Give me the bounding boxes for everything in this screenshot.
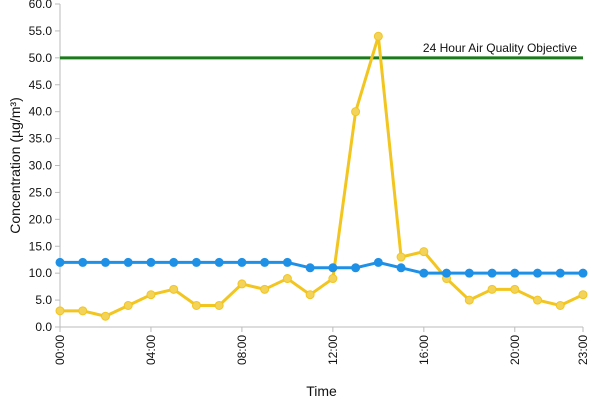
data-point xyxy=(396,252,406,262)
data-point xyxy=(555,268,565,278)
data-point xyxy=(146,290,156,300)
data-point xyxy=(373,257,383,267)
data-point xyxy=(78,257,88,267)
y-tick-label: 60.0 xyxy=(29,0,53,11)
data-point xyxy=(487,284,497,294)
series-1 xyxy=(55,31,588,321)
data-point xyxy=(123,257,133,267)
data-point xyxy=(214,300,224,310)
series-2 xyxy=(55,257,588,278)
y-tick-label: 25.0 xyxy=(29,185,53,199)
y-axis-title: Concentration (µg/m³) xyxy=(7,97,23,233)
y-tick-label: 40.0 xyxy=(29,105,53,119)
data-point xyxy=(464,268,474,278)
data-point xyxy=(191,257,201,267)
data-point xyxy=(169,284,179,294)
data-point xyxy=(55,306,65,316)
data-point xyxy=(487,268,497,278)
data-point xyxy=(533,268,543,278)
data-point xyxy=(351,107,361,117)
data-point xyxy=(578,268,588,278)
data-point xyxy=(78,306,88,316)
x-tick-label: 08:00 xyxy=(235,335,249,365)
data-point xyxy=(305,290,315,300)
data-point xyxy=(237,257,247,267)
data-point xyxy=(351,263,361,273)
x-tick-label: 20:00 xyxy=(508,335,522,365)
y-axis-ticks: 0.0 5.0 10.0 15.0 20.0 25.0 30.0 35.0 40.0 45.0 50… xyxy=(29,0,60,334)
data-point xyxy=(237,279,247,289)
data-point xyxy=(555,300,565,310)
data-point xyxy=(510,284,520,294)
data-point xyxy=(510,268,520,278)
data-point xyxy=(305,263,315,273)
data-point xyxy=(328,263,338,273)
data-point xyxy=(146,257,156,267)
x-tick-label: 23:00 xyxy=(576,335,590,365)
y-tick-label: 50.0 xyxy=(29,51,53,65)
data-point xyxy=(373,31,383,41)
data-point xyxy=(419,268,429,278)
y-tick-label: 55.0 xyxy=(29,24,53,38)
data-point xyxy=(419,247,429,257)
data-point xyxy=(396,263,406,273)
y-tick-label: 35.0 xyxy=(29,132,53,146)
series-line xyxy=(60,260,583,275)
data-point xyxy=(260,284,270,294)
data-point xyxy=(123,300,133,310)
data-point xyxy=(578,290,588,300)
data-point xyxy=(464,295,474,305)
x-axis-ticks: 00:00 04:00 08:00 12:00 16:00 20:00 23:00 xyxy=(53,327,590,365)
data-point xyxy=(100,257,110,267)
x-tick-label: 12:00 xyxy=(326,335,340,365)
x-tick-label: 00:00 xyxy=(53,335,67,365)
data-point xyxy=(328,274,338,284)
data-point xyxy=(191,300,201,310)
data-point xyxy=(282,274,292,284)
y-tick-label: 45.0 xyxy=(29,78,53,92)
data-point xyxy=(55,257,65,267)
x-axis-title: Time xyxy=(306,383,337,399)
y-tick-label: 30.0 xyxy=(29,159,53,173)
data-point xyxy=(214,257,224,267)
y-tick-label: 5.0 xyxy=(35,293,52,307)
data-point xyxy=(169,257,179,267)
series-layer xyxy=(55,31,588,321)
x-tick-label: 16:00 xyxy=(417,335,431,365)
y-tick-label: 0.0 xyxy=(35,320,52,334)
data-point xyxy=(282,257,292,267)
data-point xyxy=(533,295,543,305)
y-tick-label: 15.0 xyxy=(29,239,53,253)
objective-label: 24 Hour Air Quality Objective xyxy=(423,41,577,55)
y-tick-label: 20.0 xyxy=(29,212,53,226)
data-point xyxy=(260,257,270,267)
data-point xyxy=(442,268,452,278)
data-point xyxy=(100,311,110,321)
y-tick-label: 10.0 xyxy=(29,266,53,280)
x-tick-label: 04:00 xyxy=(144,335,158,365)
